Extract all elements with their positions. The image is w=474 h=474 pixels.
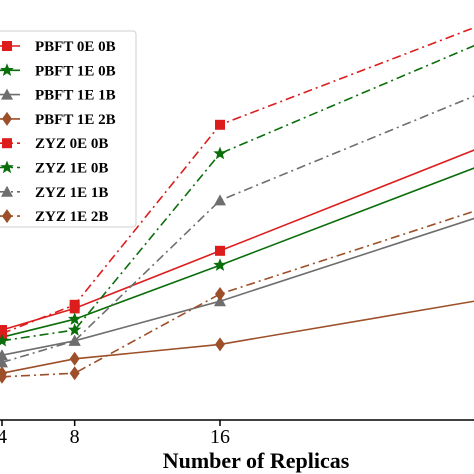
series-line-zyz-1e-1b [1,95,474,364]
data-point [69,366,80,381]
legend-label: ZYZ 1E 0B [35,161,108,177]
data-point [215,337,225,352]
legend-entry: ZYZ 1E 2B [0,209,108,225]
legend-marker [2,138,12,149]
series-line-pbft-1e-0b [1,167,474,338]
legend-label: ZYZ 0E 0B [35,136,108,152]
data-point [69,299,80,310]
legend-marker [0,160,14,174]
series-line-zyz-1e-2b [1,210,474,378]
series-zyz-0e-0b [0,26,474,339]
data-point [68,334,81,346]
axes-layer: 4 8 16 [0,419,474,448]
legend-label: PBFT 0E 0B [35,39,116,55]
series-zyz-1e-0b [0,44,474,347]
data-point [0,369,7,384]
series-zyz-1e-1b [0,95,474,368]
data-point [213,258,227,271]
legend-marker [2,41,12,51]
data-point [215,287,225,301]
data-point [0,333,9,347]
data-point [0,328,7,339]
series-line-zyz-0e-0b [1,26,474,335]
legend-label: ZYZ 1E 2B [35,209,108,225]
data-point [0,356,8,368]
legend-label: PBFT 1E 1B [35,88,116,104]
data-point [68,323,82,336]
legend-box [0,30,137,228]
series-zyz-1e-2b [0,210,474,384]
series-layer [0,26,474,384]
legend: PBFT 0E 0B PBFT 1E 0B PBFT 1E 1B PBFT 1E 2B… [0,30,137,228]
x-axis-title: Number of Replicas [163,448,350,473]
legend-marker [1,185,13,197]
legend-marker [1,88,13,100]
x-tick-label: 8 [70,426,80,448]
legend-marker [0,63,14,76]
legend-label: PBFT 1E 2B [35,112,116,128]
legend-entry: ZYZ 1E 0B [0,160,108,177]
series-line-pbft-1e-2b [1,300,474,374]
legend-entry: PBFT 1E 0B [0,63,116,79]
data-point [68,312,82,325]
data-point [213,146,227,160]
legend-marker [2,111,12,126]
data-point [214,194,226,206]
legend-label: ZYZ 1E 1B [35,185,108,201]
legend-entry: ZYZ 0E 0B [0,136,108,152]
x-tick-label: 4 [0,426,7,448]
legend-entry: ZYZ 1E 1B [0,185,108,201]
data-point [215,245,225,256]
data-point [215,119,225,130]
legend-entry: PBFT 0E 0B [0,39,116,55]
data-point [69,351,80,366]
legend-label: PBFT 1E 0B [35,63,116,79]
x-tick-label: 16 [210,426,230,448]
series-line-pbft-1e-1b [1,217,474,356]
legend-entry: PBFT 1E 2B [0,111,116,128]
legend-marker [2,209,12,224]
series-line-zyz-1e-0b [1,44,474,342]
legend-entry: PBFT 1E 1B [0,88,116,104]
